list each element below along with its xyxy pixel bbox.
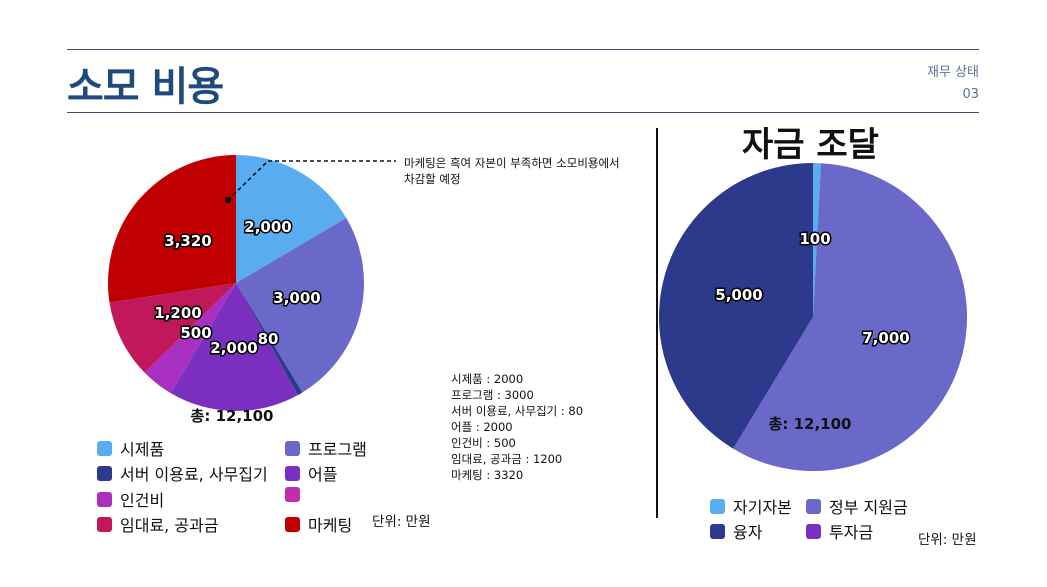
legend-item-equity: 자기자본 <box>710 494 792 518</box>
data-label: 1,200 <box>154 304 201 322</box>
legend-swatch <box>806 523 821 539</box>
annotation-line-1: 마케팅은 흑여 자본이 부족하면 소모비용에서 <box>404 156 620 170</box>
legend-label: 투자금 <box>829 523 874 542</box>
data-label: 100 <box>799 230 830 248</box>
data-label: 500 <box>180 324 211 342</box>
pie-slice <box>658 163 813 449</box>
summary-line: 프로그램 : 3000 <box>451 388 534 402</box>
legend-label: 자기자본 <box>733 498 792 517</box>
legend-swatch <box>285 465 300 481</box>
section-label: 재무 상태 <box>927 65 979 80</box>
legend-item-program: 프로그램 <box>285 436 367 460</box>
marketing-annotation: 마케팅은 흑여 자본이 부족하면 소모비용에서 차감할 예정 <box>404 155 664 187</box>
annotation-leader-line <box>227 160 269 201</box>
funding-title: 자금 조달 <box>742 125 879 165</box>
data-label: 80 <box>258 330 279 348</box>
legend-item-loan: 융자 <box>710 519 762 543</box>
vertical-divider <box>656 128 658 518</box>
legend-item-app: 어플 <box>285 461 337 485</box>
legend-label: 융자 <box>733 523 763 542</box>
data-label: 3,320 <box>164 232 211 250</box>
legend-swatch <box>285 516 300 532</box>
legend-label: 인건비 <box>120 491 165 510</box>
legend-swatch <box>710 498 725 514</box>
pie-slice <box>144 283 236 394</box>
expense-summary-list: 시제품 : 2000 프로그램 : 3000 서버 이용료, 사무집기 : 80… <box>451 371 583 483</box>
legend-item-government: 정부 지원금 <box>806 494 908 518</box>
pie-slice <box>236 218 364 393</box>
data-label: 2,000 <box>244 218 291 236</box>
summary-line: 임대료, 공과금 : 1200 <box>451 452 563 466</box>
legend-item-prototype: 시제품 <box>97 436 164 460</box>
legend-swatch <box>710 523 725 539</box>
legend-label: 마케팅 <box>308 516 353 535</box>
legend-swatch <box>285 487 300 502</box>
unit-label-expense: 단위: 만원 <box>372 514 431 530</box>
legend-label: 프로그램 <box>308 440 367 459</box>
header-meta: 재무 상태 03 <box>927 62 979 106</box>
legend-label: 정부 지원금 <box>829 498 908 517</box>
legend-swatch <box>97 440 112 456</box>
annotation-line-2: 차감할 예정 <box>404 172 461 186</box>
pie-slice <box>236 283 303 396</box>
header-rule-top <box>67 49 979 50</box>
summary-line: 서버 이용료, 사무집기 : 80 <box>451 404 584 418</box>
page-number: 03 <box>962 87 979 102</box>
legend-swatch <box>806 498 821 514</box>
summary-line: 시제품 : 2000 <box>451 372 524 386</box>
total-label: 총: 12,100 <box>191 407 274 425</box>
legend-swatch <box>97 465 112 481</box>
pie-slice <box>170 283 298 411</box>
legend-label: 임대료, 공과금 <box>120 516 219 535</box>
summary-line: 어플 : 2000 <box>451 420 513 434</box>
legend-label: 어플 <box>308 465 338 484</box>
pie-slice <box>733 163 968 472</box>
legend-item-unlabeled <box>285 487 308 502</box>
page-title: 소모 비용 <box>67 64 224 110</box>
data-label: 5,000 <box>715 286 762 304</box>
legend-swatch <box>285 440 300 456</box>
data-label: 2,000 <box>210 339 257 357</box>
legend-item-investment: 투자금 <box>806 519 873 543</box>
data-label: 7,000 <box>862 329 909 347</box>
legend-label: 시제품 <box>120 440 165 459</box>
summary-line: 마케팅 : 3320 <box>451 468 524 482</box>
pie-slice <box>109 283 236 373</box>
pie-slice <box>108 155 236 303</box>
unit-label-funding: 단위: 만원 <box>918 532 977 548</box>
legend-item-labor: 인건비 <box>97 487 164 511</box>
total-label: 총: 12,100 <box>769 415 852 433</box>
legend-item-server: 서버 이용료, 사무집기 <box>97 461 268 485</box>
legend-item-rent: 임대료, 공과금 <box>97 512 219 536</box>
header-rule-bottom <box>67 112 979 113</box>
annotation-dot <box>224 196 232 204</box>
data-label: 3,000 <box>273 289 320 307</box>
legend-swatch <box>97 491 112 507</box>
pie-slice <box>813 163 821 317</box>
legend-swatch <box>97 516 112 532</box>
legend-item-marketing: 마케팅 <box>285 512 352 536</box>
pie-slice <box>236 155 347 283</box>
legend-label: 서버 이용료, 사무집기 <box>120 465 268 484</box>
summary-line: 인건비 : 500 <box>451 436 516 450</box>
